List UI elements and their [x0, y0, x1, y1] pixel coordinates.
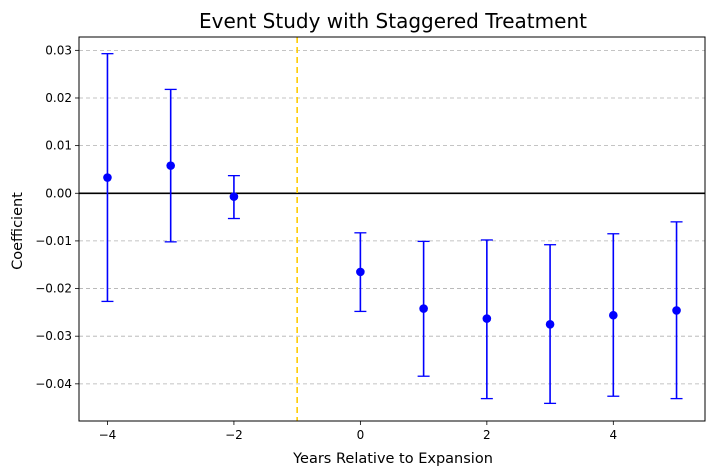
x-tick-label-4: 4 — [609, 428, 617, 442]
y-tick-label-3: 0.00 — [45, 186, 72, 200]
plot-area: 0.03 0.02 0.01 0.00 −0.01 −0.02 −0.03 −0.04 −4 −2… — [35, 36, 706, 442]
y-tick-label-6: −0.03 — [35, 329, 72, 343]
data-point-0 — [103, 173, 112, 182]
data-point-1 — [166, 161, 175, 170]
y-tick-label-4: −0.01 — [35, 234, 72, 248]
data-point-3 — [356, 267, 365, 277]
y-tick-label-0: 0.03 — [45, 43, 72, 57]
x-tick-label-2: 0 — [357, 428, 365, 442]
x-axis-label: Years Relative to Expansion — [292, 451, 493, 467]
x-tick-label-0: −4 — [99, 428, 117, 442]
y-tick-label-5: −0.02 — [35, 282, 72, 296]
plot-frame — [78, 36, 706, 422]
y-tick-label-2: 0.01 — [45, 139, 72, 153]
chart-title: Event Study with Staggered Treatment — [199, 9, 587, 33]
y-tick-label-1: 0.02 — [45, 91, 72, 105]
x-tick-label-1: −2 — [225, 428, 243, 442]
y-axis-label: Coefficient — [10, 192, 26, 270]
data-point-6 — [545, 319, 555, 329]
data-point-8 — [672, 306, 681, 315]
data-point-4 — [419, 304, 428, 313]
y-tick-label-7: −0.04 — [35, 377, 72, 391]
data-point-2 — [229, 192, 239, 201]
data-point-7 — [609, 310, 618, 320]
x-tick-label-3: 2 — [483, 428, 491, 442]
data-point-5 — [482, 314, 492, 323]
